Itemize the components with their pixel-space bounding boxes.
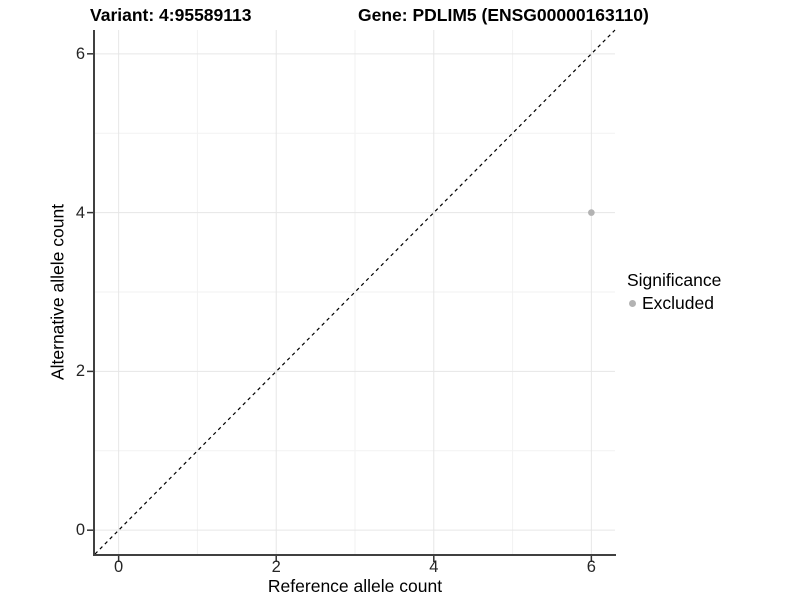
legend-item-excluded: Excluded	[627, 293, 721, 314]
legend-item-label: Excluded	[642, 293, 714, 313]
x-axis-title: Reference allele count	[267, 576, 443, 596]
x-tick-label: 2	[271, 558, 281, 576]
legend-point-icon	[629, 300, 636, 307]
legend-title: Significance	[627, 270, 722, 290]
gene-title: Gene: PDLIM5 (ENSG00000163110)	[358, 5, 649, 25]
x-tick-label: 0	[114, 558, 124, 576]
x-tick-label: 6	[586, 558, 596, 576]
y-axis-title: Alternative allele count	[47, 203, 68, 381]
y-tick-label: 4	[75, 203, 85, 222]
x-tick-label: 4	[429, 558, 439, 576]
y-tick-label: 2	[75, 362, 85, 381]
legend: Significance Excluded	[627, 270, 721, 314]
data-point	[588, 209, 595, 216]
y-tick-label: 6	[75, 44, 85, 63]
y-tick-label: 0	[75, 521, 85, 540]
variant-title: Variant: 4:95589113	[90, 5, 252, 25]
